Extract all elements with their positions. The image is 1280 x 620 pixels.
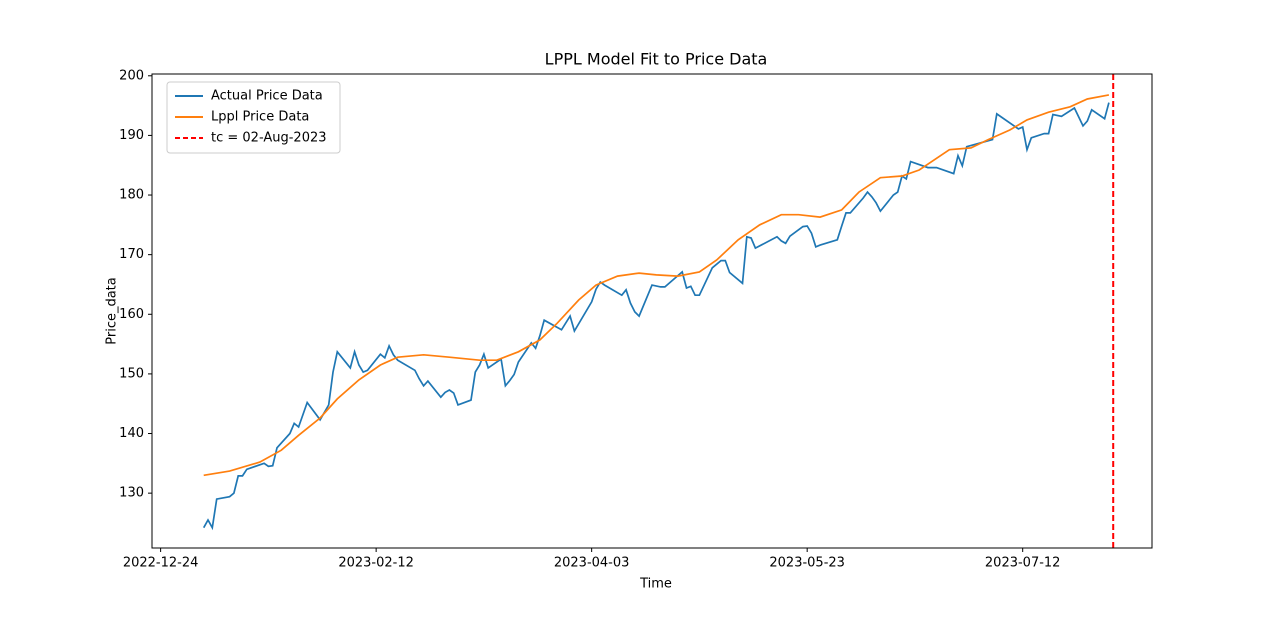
data-line xyxy=(203,94,1110,477)
x-tick-label: 2023-02-12 xyxy=(338,556,414,571)
x-tick-label: 2022-12-24 xyxy=(123,556,199,571)
x-tick-label: 2023-07-12 xyxy=(985,556,1061,571)
y-tick-label: 130 xyxy=(119,486,144,501)
plot-frame xyxy=(151,73,1153,549)
y-tick-label: 150 xyxy=(119,366,144,381)
legend-box xyxy=(166,81,341,154)
legend: Actual Price Data Lppl Price Data tc = 02-… xyxy=(166,81,341,154)
chart-title: LPPL Model Fit to Price Data xyxy=(545,50,768,69)
y-tick-label: 140 xyxy=(119,426,144,441)
y-axis-label: Price_data xyxy=(105,277,120,345)
y-tick-label: 160 xyxy=(119,307,144,322)
x-tick-label: 2023-05-23 xyxy=(769,556,845,571)
y-tick-label: 170 xyxy=(119,247,144,262)
legend-label: Lppl Price Data xyxy=(211,110,309,125)
legend-label: Actual Price Data xyxy=(211,89,323,104)
legend-label: tc = 02-Aug-2023 xyxy=(211,131,327,146)
data-line xyxy=(202,102,1110,531)
y-tick-label: 190 xyxy=(119,128,144,143)
y-tick-label: 200 xyxy=(119,68,144,83)
x-tick-label: 2023-04-03 xyxy=(554,556,630,571)
y-tick-label: 180 xyxy=(119,188,144,203)
x-axis-label: Time xyxy=(639,577,672,592)
